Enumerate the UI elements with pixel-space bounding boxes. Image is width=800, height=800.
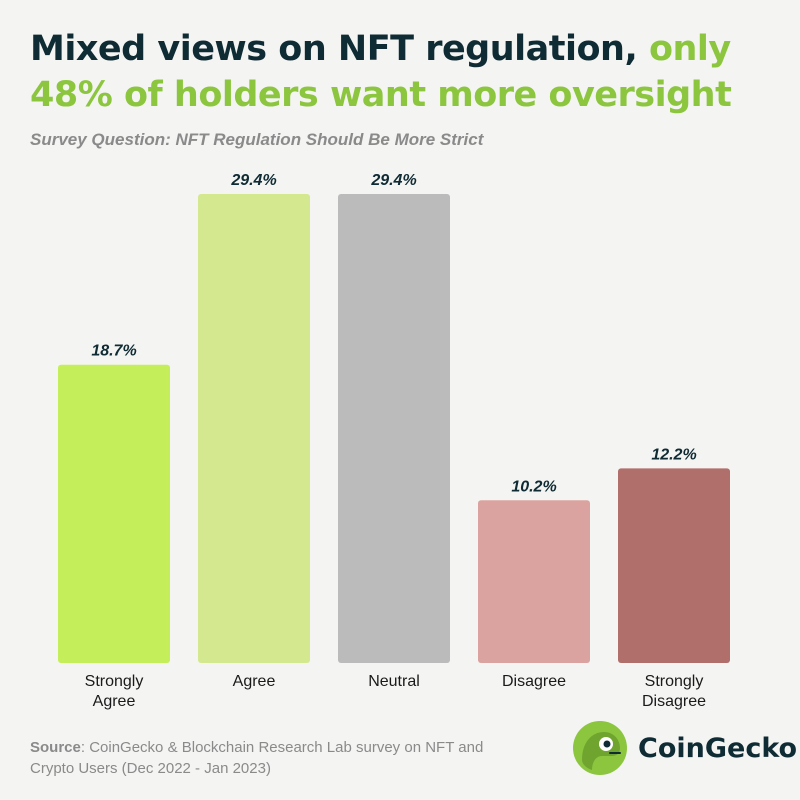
title-part-1: Mixed views on NFT regulation, xyxy=(30,29,638,69)
chart-subtitle: Survey Question: NFT Regulation Should B… xyxy=(30,130,484,149)
coingecko-logo: CoinGecko xyxy=(572,720,797,776)
bar-disagree xyxy=(478,500,590,663)
gecko-logo-icon xyxy=(573,721,627,775)
bar-chart: 18.7% Strongly Agree 29.4% Agree 29.4% Neutral… xyxy=(58,172,730,710)
data-label: 10.2% xyxy=(511,478,556,495)
chart-title: Mixed views on NFT regulation, only 48% … xyxy=(30,26,780,118)
data-label: 12.2% xyxy=(651,446,696,463)
bar-strongly-agree xyxy=(58,364,170,663)
category-label: Disagree xyxy=(502,673,566,690)
data-label: 29.4% xyxy=(370,172,416,189)
category-label: Strongly Disagree xyxy=(642,673,706,710)
source-label: Source xyxy=(30,739,81,756)
data-label: 29.4% xyxy=(230,172,276,189)
bar-strongly-disagree xyxy=(618,468,730,663)
category-label: Agree xyxy=(233,673,276,690)
bar-agree xyxy=(198,194,310,663)
category-label: Neutral xyxy=(368,673,420,690)
source-text: : CoinGecko & Blockchain Research Lab su… xyxy=(30,739,484,777)
title-highlight-2: 48% of holders want more oversight xyxy=(30,75,732,115)
source-note: Source: CoinGecko & Blockchain Research … xyxy=(30,737,510,779)
data-label: 18.7% xyxy=(91,343,136,360)
category-label: Strongly Agree xyxy=(85,673,144,710)
title-highlight-1: only xyxy=(648,29,731,69)
bar-neutral xyxy=(338,194,450,663)
logo-text: CoinGecko xyxy=(638,732,798,764)
